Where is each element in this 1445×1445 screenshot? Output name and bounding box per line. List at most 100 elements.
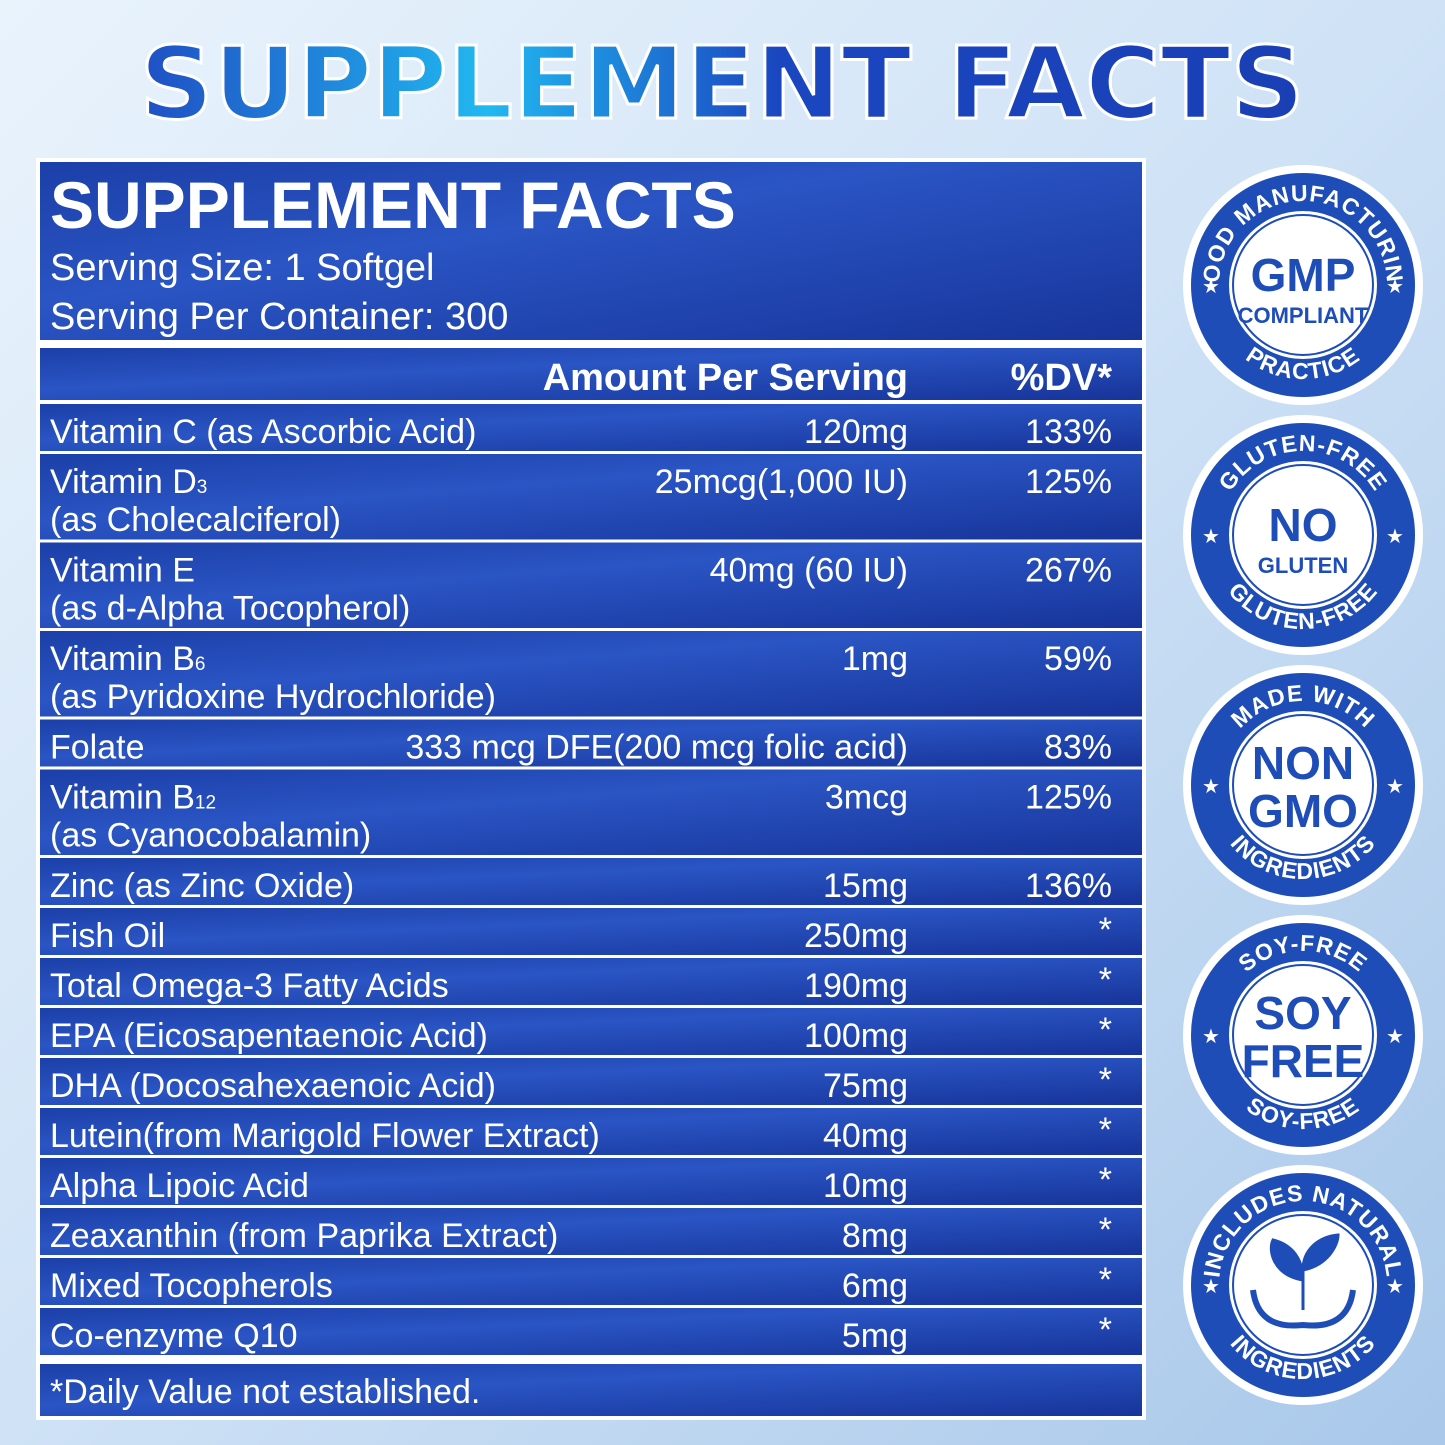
badge-inner-rim — [1232, 1214, 1374, 1356]
row-background — [40, 542, 1142, 628]
daily-value: * — [1099, 961, 1112, 999]
badge-inner — [1229, 211, 1377, 359]
amount: 100mg — [804, 1017, 908, 1055]
daily-value: 125% — [1025, 463, 1112, 501]
badge-star: ★ — [1202, 276, 1220, 298]
nutrient-name: Vitamin D3 — [50, 463, 207, 501]
row-background — [40, 1158, 1142, 1205]
nutrient-detail: (as Cyanocobalamin) — [50, 817, 371, 855]
row-background — [40, 631, 1142, 717]
daily-value: 125% — [1025, 779, 1112, 817]
servings-per-container: Serving Per Container: 300 — [50, 296, 508, 338]
name-text: Zeaxanthin (from Paprika Extract) — [50, 1217, 558, 1255]
daily-value: * — [1099, 1011, 1112, 1049]
amount: 75mg — [823, 1067, 908, 1105]
badge-center-text: NON — [1252, 737, 1354, 789]
amount-header: Amount Per Serving — [543, 357, 908, 399]
badge-inner-rim — [1232, 464, 1374, 606]
hands-icon — [1250, 1289, 1356, 1329]
name-text: Co-enzyme Q10 — [50, 1317, 298, 1355]
footnote-row — [40, 1364, 1142, 1416]
daily-value: 83% — [1044, 729, 1112, 767]
badge-star: ★ — [1386, 526, 1404, 548]
row-background — [40, 719, 1142, 767]
nutrient-detail: (as Cholecalciferol) — [50, 501, 341, 539]
amount: 250mg — [804, 917, 908, 955]
subscript: 6 — [195, 654, 206, 675]
name-text: Zinc (as Zinc Oxide) — [50, 867, 354, 905]
row-background — [40, 454, 1142, 540]
name-text: Mixed Tocopherols — [50, 1267, 333, 1305]
daily-value: * — [1099, 1261, 1112, 1299]
badge-star: ★ — [1386, 1026, 1404, 1048]
row-background — [40, 858, 1142, 905]
row-background — [40, 769, 1142, 855]
nutrient-detail: (as d-Alpha Tocopherol) — [50, 590, 410, 628]
daily-value: * — [1099, 1161, 1112, 1199]
facts-panel: SUPPLEMENT FACTS Serving Size: 1 Softgel S… — [40, 162, 1142, 1416]
name-text: DHA (Docosahexaenoic Acid) — [50, 1067, 496, 1105]
name-text: EPA (Eicosapentaenoic Acid) — [50, 1017, 488, 1055]
header-row — [40, 348, 1142, 400]
nutrient-name: Vitamin E — [50, 552, 195, 590]
amount: 6mg — [842, 1267, 908, 1305]
badge-inner-rim — [1232, 964, 1374, 1106]
amount: 1mg — [842, 640, 908, 678]
nutrient-name: EPA (Eicosapentaenoic Acid) — [50, 1017, 488, 1055]
nutrient-name: Lutein(from Marigold Flower Extract) — [50, 1117, 600, 1155]
row-background — [40, 958, 1142, 1005]
nutrient-name: Mixed Tocopherols — [50, 1267, 333, 1305]
daily-value: * — [1099, 1211, 1112, 1249]
daily-value: * — [1099, 1311, 1112, 1349]
row-background — [40, 1008, 1142, 1055]
row-background — [40, 1108, 1142, 1155]
amount: 5mg — [842, 1317, 908, 1355]
amount: 3mcg — [825, 779, 908, 817]
amount: 15mg — [823, 867, 908, 905]
nutrient-name: Zinc (as Zinc Oxide) — [50, 867, 354, 905]
badge-inner-rim — [1232, 214, 1374, 356]
badge-center-text: COMPLIANT — [1238, 303, 1369, 328]
name-text: Vitamin D — [50, 463, 197, 501]
daily-value: 136% — [1025, 867, 1112, 905]
footnote: *Daily Value not established. — [50, 1373, 480, 1411]
nutrient-name: Fish Oil — [50, 917, 165, 955]
badge-center-text: GMO — [1248, 785, 1358, 837]
badge-star: ★ — [1202, 776, 1220, 798]
amount: 333 mcg DFE(200 mcg folic acid) — [405, 729, 908, 767]
subscript: 12 — [195, 793, 216, 814]
badge-inner-rim — [1232, 714, 1374, 856]
amount: 40mg (60 IU) — [710, 552, 908, 590]
name-text: Fish Oil — [50, 917, 165, 955]
nutrient-name: Folate — [50, 729, 145, 767]
subscript: 3 — [197, 477, 208, 498]
daily-value: * — [1099, 911, 1112, 949]
badge-star: ★ — [1202, 1276, 1220, 1298]
name-text: Folate — [50, 729, 145, 767]
badge-inner — [1229, 961, 1377, 1109]
badge-star: ★ — [1386, 276, 1404, 298]
daily-value: * — [1099, 1111, 1112, 1149]
row-background — [40, 1308, 1142, 1355]
nutrient-name: Vitamin B12 — [50, 779, 216, 817]
badge-star: ★ — [1386, 776, 1404, 798]
row-background — [40, 1208, 1142, 1255]
dv-header: %DV* — [1011, 357, 1113, 399]
badge-center-text: GMP — [1251, 249, 1356, 301]
daily-value: 59% — [1044, 640, 1112, 678]
name-text: Vitamin B — [50, 779, 195, 817]
panel-top — [40, 162, 1142, 340]
badge-star: ★ — [1386, 1276, 1404, 1298]
badge-center-text: NO — [1269, 499, 1338, 551]
name-text: Vitamin C (as Ascorbic Acid) — [50, 413, 476, 451]
nutrient-name: Alpha Lipoic Acid — [50, 1167, 309, 1205]
nutrient-name: Vitamin C (as Ascorbic Acid) — [50, 413, 476, 451]
name-text: Vitamin B — [50, 640, 195, 678]
badge-star: ★ — [1202, 1026, 1220, 1048]
amount: 120mg — [804, 413, 908, 451]
nutrient-name: DHA (Docosahexaenoic Acid) — [50, 1067, 496, 1105]
row-background — [40, 1058, 1142, 1105]
badge-inner — [1229, 711, 1377, 859]
panel-heading: SUPPLEMENT FACTS — [50, 168, 736, 242]
